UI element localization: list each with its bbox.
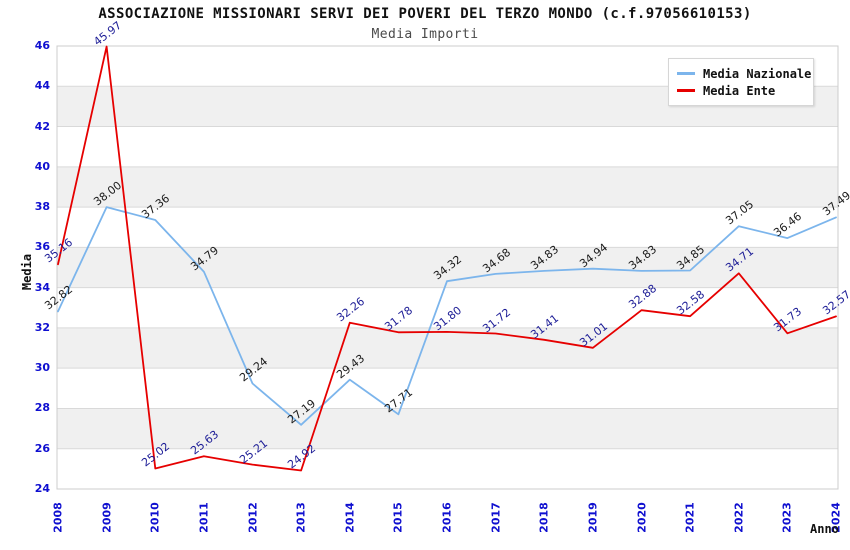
band <box>57 126 838 167</box>
band <box>57 368 838 409</box>
legend-label: Media Nazionale <box>703 66 812 81</box>
x-tick-label: 2016 <box>440 502 454 533</box>
y-tick-label: 42 <box>34 119 50 133</box>
band <box>57 207 838 248</box>
y-tick-label: 24 <box>34 482 50 495</box>
series-line-media-nazionale <box>57 206 837 426</box>
y-tick-label: 38 <box>34 200 50 214</box>
x-tick-label: 2011 <box>197 502 211 533</box>
y-tick-label: 36 <box>34 240 50 254</box>
band <box>57 166 838 208</box>
y-axis-title: Media <box>20 253 34 291</box>
y-tick-label: 28 <box>34 401 50 415</box>
x-tick-label: 2012 <box>246 502 259 533</box>
x-tick-label: 2017 <box>489 502 503 533</box>
y-tick-label: 44 <box>34 79 50 93</box>
legend-swatch-red-line <box>677 89 695 92</box>
x-tick-label: 2018 <box>537 502 551 533</box>
y-tick-label: 46 <box>34 39 50 52</box>
x-tick-label: 2014 <box>343 502 357 533</box>
y-tick-label: 40 <box>34 159 50 173</box>
legend-item-media-nazionale: Media Nazionale <box>677 65 811 82</box>
legend-item-media-ente: Media Ente <box>677 82 805 99</box>
band <box>57 408 838 449</box>
band <box>57 327 838 369</box>
series-line-media-ente <box>57 45 837 472</box>
legend: Media Nazionale Media Ente <box>668 58 814 106</box>
band <box>57 287 838 328</box>
x-tick-label: 2020 <box>635 502 648 533</box>
y-tick-label: 32 <box>34 320 50 334</box>
x-tick-label: 2015 <box>391 502 405 533</box>
legend-swatch-blue-line <box>677 72 695 75</box>
x-tick-label: 2021 <box>683 502 697 533</box>
x-tick-label: 2009 <box>100 502 114 533</box>
x-tick-label: 2023 <box>780 502 794 533</box>
y-tick-label: 30 <box>34 361 50 375</box>
chart-title: ASSOCIAZIONE MISSIONARI SERVI DEI POVERI… <box>98 6 752 22</box>
x-tick-label: 2008 <box>51 502 65 533</box>
y-tick-label: 26 <box>34 441 50 455</box>
x-tick-label: 2019 <box>586 502 600 533</box>
band <box>57 448 838 489</box>
x-axis-title: Anno <box>810 522 839 536</box>
x-tick-label: 2013 <box>294 502 308 533</box>
x-tick-label: 2022 <box>732 502 746 533</box>
legend-label: Media Ente <box>703 83 776 98</box>
y-tick-label: 34 <box>34 280 50 294</box>
x-tick-label: 2010 <box>148 502 162 533</box>
plot-border <box>56 45 839 490</box>
chart-subtitle: Media Importi <box>371 27 479 42</box>
